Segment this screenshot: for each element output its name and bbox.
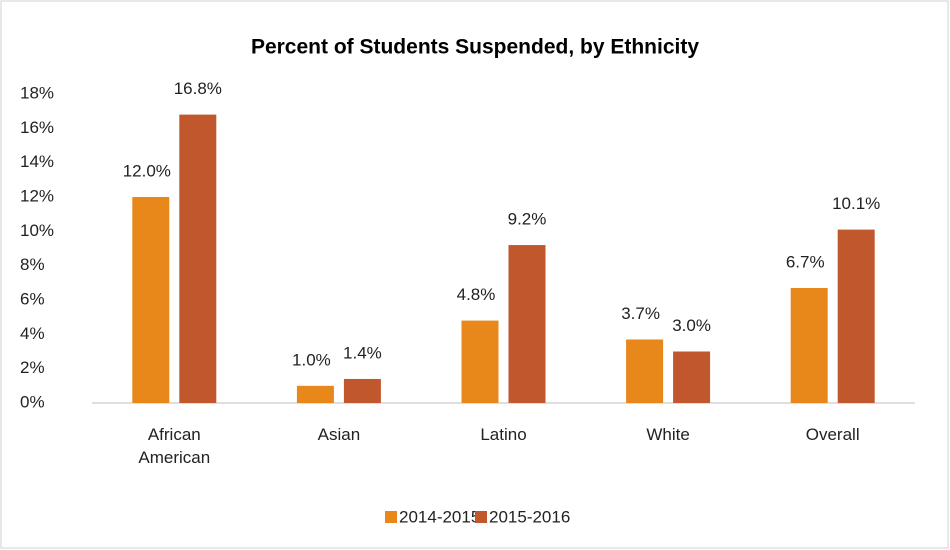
bar [179,114,217,403]
bar [461,320,499,403]
bar [296,385,334,403]
x-tick-label: Overall [805,425,860,444]
bar [673,351,711,403]
y-tick-label: 0% [20,392,45,411]
y-tick-label: 18% [20,83,54,102]
y-tick-label: 8% [20,255,45,274]
data-label: 12.0% [123,161,171,180]
legend-label: 2015-2016 [489,507,570,526]
y-tick-label: 16% [20,118,54,137]
data-label: 10.1% [832,194,880,213]
data-label: 16.8% [174,79,222,98]
x-tick-label: Latino [480,425,527,444]
bar [837,229,875,403]
bar [626,339,664,403]
bar [508,245,546,403]
y-tick-label: 6% [20,289,45,308]
x-tick-label: White [646,425,690,444]
data-label: 3.0% [672,316,711,335]
y-tick-label: 4% [20,324,45,343]
y-tick-label: 12% [20,186,54,205]
legend-swatch [475,511,487,523]
y-tick-label: 10% [20,221,54,240]
data-label: 9.2% [508,210,547,229]
data-label: 3.7% [621,304,660,323]
bar [132,197,170,403]
y-tick-label: 14% [20,152,54,171]
bar [343,378,381,403]
x-tick-label: Asian [317,425,361,444]
chart-title: Percent of Students Suspended, by Ethnic… [251,36,699,59]
bar [790,287,828,403]
data-label: 4.8% [457,285,496,304]
legend-label: 2014-2015 [399,507,480,526]
data-label: 6.7% [786,252,825,271]
data-label: 1.4% [343,343,382,362]
legend-swatch [385,511,397,523]
y-tick-label: 2% [20,358,45,377]
x-tick-label: African American [138,425,211,467]
data-label: 1.0% [292,350,331,369]
